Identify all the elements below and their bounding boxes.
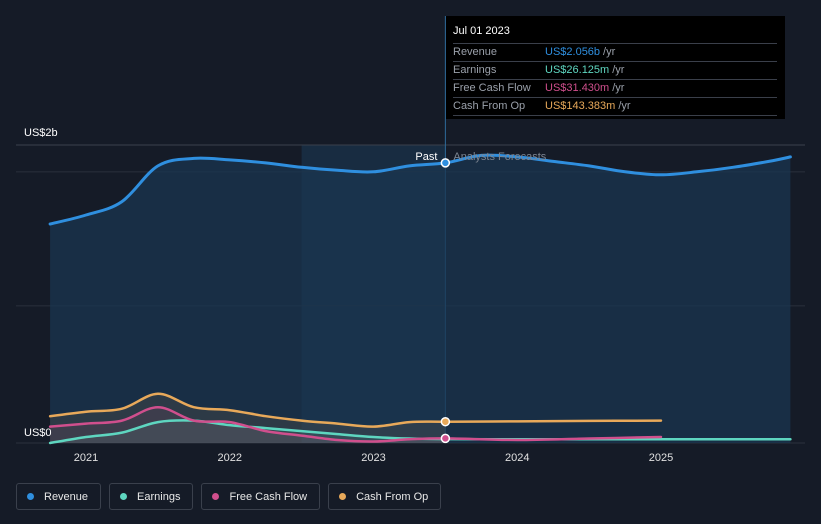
tooltip-value: US$2.056b (545, 46, 601, 58)
series-area-free-cash-flow (50, 407, 446, 443)
legend-label: Free Cash Flow (229, 490, 308, 503)
y-axis-bottom-label: US$0 (24, 427, 52, 439)
legend-dot-icon (339, 493, 347, 500)
tooltip-unit: /yr (612, 82, 625, 94)
tooltip-label: Revenue (453, 46, 498, 58)
legend-label: Cash From Op (356, 490, 429, 503)
marker-free-cash-flow (440, 433, 451, 444)
tooltip-unit: /yr (618, 100, 631, 112)
tooltip-row-earnings: Earnings US$26.125m /yr (453, 62, 777, 80)
forecast-label: Analysts Forecasts (453, 151, 546, 163)
x-tick-label: 2025 (649, 452, 673, 464)
tooltip-unit: /yr (612, 64, 625, 76)
legend-item-free-cash-flow[interactable]: Free Cash Flow (201, 483, 321, 510)
series-line-revenue (48, 153, 792, 226)
legend-item-revenue[interactable]: Revenue (16, 483, 102, 510)
legend-dot-icon (120, 493, 128, 500)
revenue-area (50, 155, 791, 444)
chart-areas (50, 155, 791, 444)
legend-dot-icon (27, 493, 34, 500)
tooltip-row-cash-from-op: Cash From Op US$143.383m /yr (453, 98, 777, 116)
chart-lines (48, 153, 792, 445)
chart-markers (440, 158, 451, 444)
tooltip-row-free-cash-flow: Free Cash Flow US$31.430m /yr (453, 80, 777, 98)
tooltip-unit: /yr (603, 46, 616, 58)
tooltip-label: Cash From Op (453, 100, 526, 112)
past-label: Past (415, 151, 437, 163)
tooltip-date: Jul 01 2023 (453, 24, 777, 44)
y-axis-top-label: US$2b (24, 127, 58, 139)
series-area-cash-from-op (50, 393, 446, 443)
series-line-cash-from-op (48, 392, 663, 428)
chart-legend: Revenue Earnings Free Cash Flow Cash Fro… (16, 483, 442, 512)
series-area-earnings (50, 420, 446, 443)
legend-item-earnings[interactable]: Earnings (109, 483, 194, 510)
x-tick-label: 2021 (74, 452, 98, 464)
tooltip-label: Free Cash Flow (453, 82, 531, 94)
x-tick-label: 2023 (361, 452, 385, 464)
chart-tooltip: Jul 01 2023 Revenue US$2.056b /yr Earnin… (446, 16, 785, 119)
marker-cash-from-op (440, 416, 451, 427)
series-line-free-cash-flow (48, 405, 663, 443)
marker-revenue (440, 158, 451, 168)
x-tick-label: 2022 (218, 452, 242, 464)
legend-dot-icon (212, 493, 220, 500)
tooltip-value: US$31.430m (545, 82, 610, 94)
series-line-earnings (48, 419, 792, 445)
tooltip-value: US$143.383m (545, 100, 616, 112)
legend-item-cash-from-op[interactable]: Cash From Op (328, 483, 442, 510)
chart-labels: US$2b US$0 Past Analysts Forecasts 2021 2022 2… (24, 127, 673, 464)
tooltip-row-revenue: Revenue US$2.056b /yr (453, 44, 777, 62)
x-tick-label: 2024 (505, 452, 529, 464)
tooltip-value: US$26.125m (545, 64, 610, 76)
legend-label: Earnings (137, 490, 181, 503)
tooltip-label: Earnings (453, 64, 497, 76)
legend-label: Revenue (44, 490, 89, 503)
